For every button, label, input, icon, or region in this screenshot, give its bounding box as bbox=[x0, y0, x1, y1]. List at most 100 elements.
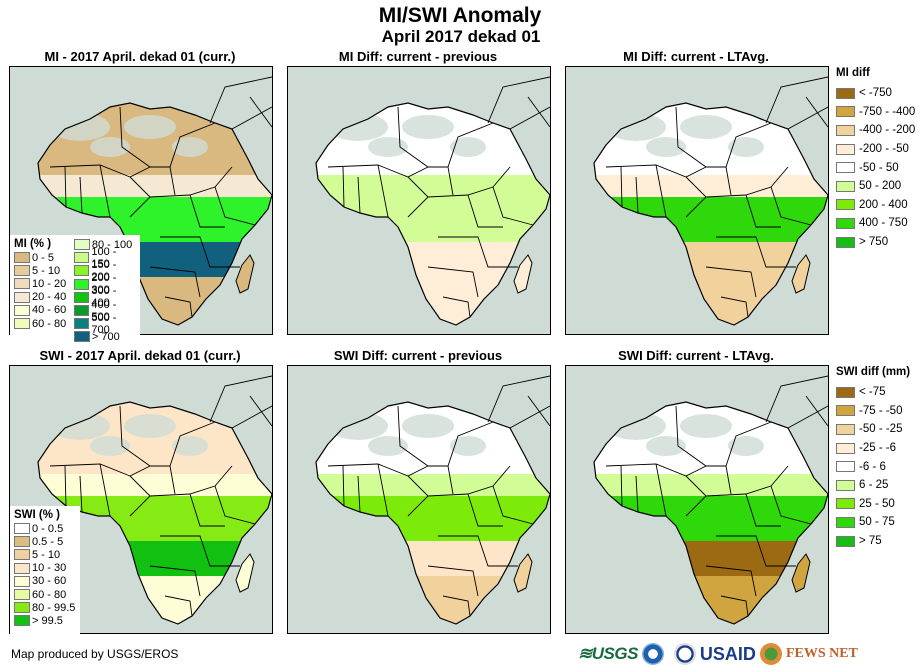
legend-label: 200 - 400 bbox=[859, 198, 908, 211]
legend-swatch bbox=[836, 106, 855, 118]
legend-item: > 75 bbox=[836, 532, 910, 551]
madagascar bbox=[513, 254, 533, 294]
nodata-patch bbox=[646, 137, 686, 157]
country-border bbox=[620, 465, 623, 507]
legend-swatch bbox=[836, 423, 855, 435]
legend-swatch bbox=[73, 278, 90, 290]
legend-label: 30 - 60 bbox=[32, 575, 67, 588]
coastline bbox=[593, 102, 828, 326]
country-border bbox=[509, 106, 550, 130]
country-border bbox=[189, 493, 225, 527]
legend-item: 500 - 700 bbox=[73, 312, 136, 336]
legend-item: 50 - 200 bbox=[836, 177, 915, 196]
country-border bbox=[447, 166, 454, 196]
southern-africa-zone bbox=[594, 576, 828, 624]
country-border bbox=[705, 565, 757, 597]
legend-item: 400 - 750 bbox=[836, 214, 915, 233]
legend-item: > 750 bbox=[836, 233, 915, 252]
country-border bbox=[327, 164, 429, 178]
legend-label: 400 - 500 bbox=[91, 298, 117, 323]
legend-item: -25 - -6 bbox=[836, 439, 910, 458]
country-border bbox=[467, 194, 503, 228]
legend-label: -200 - -50 bbox=[859, 143, 909, 156]
legend-swatch bbox=[836, 516, 855, 528]
page-title: MI/SWI Anomaly bbox=[378, 4, 542, 27]
country-border bbox=[64, 465, 67, 507]
country-border bbox=[605, 463, 707, 477]
legend-swatch bbox=[73, 305, 90, 317]
country-border bbox=[620, 166, 623, 208]
legend-item: 0 - 5 bbox=[14, 251, 70, 264]
country-border bbox=[231, 405, 272, 429]
country-border bbox=[357, 176, 361, 214]
nodata-patch bbox=[680, 115, 732, 139]
legend-label: 6 - 25 bbox=[859, 479, 889, 492]
legend-label: 500 - 700 bbox=[91, 311, 117, 336]
country-border bbox=[209, 375, 272, 423]
legend-swatch bbox=[73, 265, 90, 277]
country-border bbox=[407, 196, 429, 218]
legend-swatch bbox=[14, 575, 30, 587]
country-border bbox=[745, 493, 781, 527]
country-border bbox=[397, 106, 494, 168]
panel-title-mi-diff-ltavg: MI Diff: current - LTAvg. bbox=[623, 49, 769, 64]
country-border bbox=[492, 485, 534, 525]
country-border bbox=[427, 565, 479, 597]
madagascar bbox=[791, 254, 811, 294]
sahel-zone bbox=[38, 474, 272, 496]
fewsnet-logo: FEWS NET bbox=[785, 646, 858, 661]
country-border bbox=[231, 106, 272, 130]
legend-swatch bbox=[836, 535, 855, 547]
southern-africa-zone bbox=[316, 576, 550, 624]
nodata-patch bbox=[124, 115, 176, 139]
legend-item: > 700 bbox=[73, 330, 136, 343]
legend-label: 0 - 5 bbox=[32, 251, 55, 264]
legend-swi-diff: SWI diff (mm) < -75 -75 - -50 -50 - -25 -25… bbox=[836, 366, 910, 550]
map-panel-mi-diff-ltavg bbox=[565, 66, 829, 335]
legend-label: -6 - 6 bbox=[859, 460, 886, 473]
legend-swatch bbox=[836, 442, 855, 454]
country-border bbox=[467, 493, 503, 527]
coastline bbox=[315, 102, 550, 326]
legend-item: 40 - 60 bbox=[14, 304, 70, 317]
usgs-logo: ≋USGS bbox=[578, 644, 638, 663]
coastline bbox=[315, 401, 550, 625]
country-border bbox=[770, 186, 812, 226]
legend-label: 5 - 10 bbox=[32, 264, 61, 277]
country-border bbox=[342, 166, 345, 208]
legend-item: -50 - 50 bbox=[836, 158, 915, 177]
legend-item: 400 - 500 bbox=[73, 299, 136, 323]
legend-label: 10 - 20 bbox=[32, 277, 67, 290]
africa-map bbox=[315, 375, 550, 625]
country-border bbox=[49, 164, 151, 178]
legend-swatch bbox=[836, 498, 855, 510]
country-border bbox=[635, 176, 639, 214]
country-border bbox=[487, 76, 550, 124]
land-layer bbox=[594, 402, 828, 624]
agency-logos: ≋USGS USAID FEWS NET bbox=[578, 641, 858, 667]
country-border bbox=[209, 76, 272, 124]
legend-label: 0.5 - 5 bbox=[32, 535, 64, 548]
legend-mi-diff: MI diff < -750 -750 - -400 -400 - -200 -200… bbox=[836, 67, 915, 251]
country-border bbox=[164, 595, 193, 617]
legend-swatch bbox=[14, 252, 30, 264]
country-border bbox=[99, 463, 111, 517]
legend-swatch bbox=[836, 217, 855, 229]
legend-mi-current-col2: 80 - 100 100 - 150 150 - 200 200 - 300 300 -… bbox=[73, 238, 136, 344]
legend-item: -200 - -50 bbox=[836, 140, 915, 159]
usaid-logo: USAID bbox=[699, 643, 756, 664]
country-border bbox=[342, 465, 345, 507]
legend-swatch bbox=[14, 304, 30, 316]
legend-label: < -750 bbox=[859, 87, 892, 100]
legend-item: 20 - 40 bbox=[14, 291, 70, 304]
country-border bbox=[605, 164, 707, 178]
country-border bbox=[527, 96, 550, 128]
legend-item: 25 - 50 bbox=[836, 495, 910, 514]
legend-swatch bbox=[836, 405, 855, 417]
legend-label: < -75 bbox=[859, 386, 886, 399]
sahel-zone bbox=[594, 175, 828, 197]
land-layer bbox=[316, 402, 550, 624]
nodata-patch bbox=[450, 137, 486, 157]
nodata-patch bbox=[402, 115, 454, 139]
